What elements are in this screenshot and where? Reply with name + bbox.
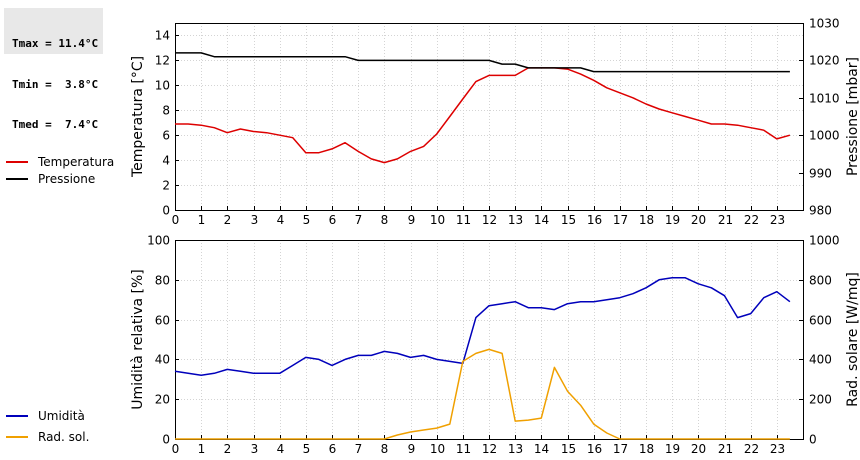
x-tick-label: 7 [355, 442, 363, 456]
legend-label: Rad. sol. [38, 430, 89, 444]
y-axis-title-right: Rad. solare [W/mq] [845, 272, 860, 407]
y-tick-label-right: 400 [809, 353, 832, 367]
x-tick-label: 7 [355, 213, 363, 227]
y-tick-label-left: 2 [162, 179, 170, 193]
y-tick-label-right: 800 [809, 274, 832, 288]
x-tick-label: 22 [744, 442, 759, 456]
x-tick-label: 1 [198, 442, 206, 456]
x-tick-label: 9 [408, 213, 416, 227]
chart-2: 0 1 2 3 4 5 6 7 8 9 10 11 12 13 14 15 16 17 18 19 20 21 22 2302… [6, 234, 860, 456]
x-tick-label: 23 [770, 442, 785, 456]
x-tick-label: 12 [482, 213, 497, 227]
x-tick-label: 17 [613, 213, 628, 227]
x-tick-label: 11 [456, 442, 471, 456]
x-tick-label: 15 [561, 213, 576, 227]
x-tick-label: 6 [329, 442, 337, 456]
x-tick-label: 14 [534, 213, 549, 227]
x-tick-label: 16 [587, 213, 602, 227]
y-tick-label-left: 0 [162, 433, 170, 447]
series-line-2 [175, 348, 790, 440]
x-tick-label: 13 [508, 442, 523, 456]
y-tick-label-left: 80 [155, 274, 170, 288]
x-tick-label: 0 [172, 442, 180, 456]
stats-box: Tmax = 11.4°C Tmin = 3.8°C Tmed = 7.4°C [4, 8, 103, 131]
x-tick-label: 16 [587, 442, 602, 456]
x-tick-label: 8 [381, 442, 389, 456]
y-tick-label-left: 14 [155, 29, 170, 43]
x-tick-label: 6 [329, 213, 337, 227]
legend-label: Temperatura [37, 155, 114, 169]
x-tick-label: 2 [224, 442, 232, 456]
y-tick-label-left: 0 [162, 204, 170, 218]
stat-tmed: Tmed = 7.4°C [12, 118, 99, 131]
legend-label: Umidità [38, 409, 85, 423]
x-tick-label: 21 [718, 213, 733, 227]
y-tick-label-left: 100 [147, 234, 170, 248]
y-tick-label-left: 6 [162, 129, 170, 143]
y-tick-label-right: 1030 [809, 17, 840, 31]
y-tick-label-right: 1010 [809, 92, 840, 106]
y-tick-label-right: 1020 [809, 54, 840, 68]
x-tick-label: 20 [691, 213, 706, 227]
plot-frame [175, 23, 804, 211]
x-tick-label: 15 [561, 442, 576, 456]
x-tick-label: 21 [718, 442, 733, 456]
y-tick-label-left: 40 [155, 353, 170, 367]
y-tick-label-right: 990 [809, 167, 832, 181]
chart-1: 0 1 2 3 4 5 6 7 8 9 10 11 12 13 14 15 16 17 18 19 20 21 22 2302… [6, 17, 860, 227]
plot-frame [175, 240, 804, 440]
x-tick-label: 23 [770, 213, 785, 227]
series-line-1 [175, 67, 791, 164]
x-tick-label: 4 [277, 442, 285, 456]
x-tick-label: 12 [482, 442, 497, 456]
y-tick-label-left: 20 [155, 393, 170, 407]
y-axis-title-right: Pressione [mbar] [845, 57, 860, 176]
stat-tmin: Tmin = 3.8°C [12, 77, 99, 91]
x-tick-label: 13 [508, 213, 523, 227]
x-tick-label: 3 [251, 213, 259, 227]
y-axis-title-left: Umidità relativa [%] [130, 269, 146, 410]
x-tick-label: 5 [303, 213, 311, 227]
x-tick-label: 14 [534, 442, 549, 456]
stat-tmax: Tmax = 11.4°C [12, 37, 99, 50]
x-tick-label: 10 [430, 213, 445, 227]
x-tick-label: 4 [277, 213, 285, 227]
x-tick-label: 18 [639, 213, 654, 227]
x-tick-label: 8 [381, 213, 389, 227]
y-tick-label-left: 60 [155, 314, 170, 328]
x-tick-label: 18 [639, 442, 654, 456]
x-tick-label: 0 [172, 213, 180, 227]
x-tick-label: 22 [744, 213, 759, 227]
x-tick-label: 3 [251, 442, 259, 456]
x-tick-label: 19 [665, 213, 680, 227]
y-tick-label-left: 8 [162, 104, 170, 118]
x-tick-label: 19 [665, 442, 680, 456]
y-tick-label-left: 4 [162, 154, 170, 168]
grid [175, 240, 804, 440]
x-tick-label: 5 [303, 442, 311, 456]
x-tick-label: 17 [613, 442, 628, 456]
x-tick-label: 10 [430, 442, 445, 456]
y-tick-label-right: 1000 [809, 234, 840, 248]
grid [175, 23, 804, 211]
y-tick-label-left: 12 [155, 54, 170, 68]
legend-label: Pressione [38, 172, 95, 186]
y-tick-label-right: 1000 [809, 129, 840, 143]
x-tick-label: 9 [408, 442, 416, 456]
y-tick-label-right: 980 [809, 204, 832, 218]
y-tick-label-right: 200 [809, 393, 832, 407]
y-axis-title-left: Temperatura [°C] [130, 56, 146, 178]
x-tick-label: 2 [224, 213, 232, 227]
y-tick-label-left: 10 [155, 79, 170, 93]
series-line-2 [175, 52, 790, 73]
y-tick-label-right: 0 [809, 433, 817, 447]
y-tick-label-right: 600 [809, 314, 832, 328]
x-tick-label: 11 [456, 213, 471, 227]
x-tick-label: 20 [691, 442, 706, 456]
x-tick-label: 1 [198, 213, 206, 227]
series-line-1 [174, 277, 791, 377]
